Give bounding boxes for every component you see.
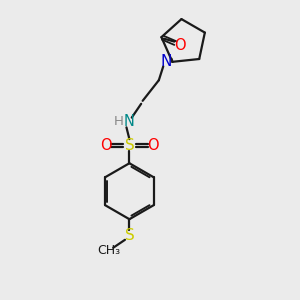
Text: N: N	[124, 114, 135, 129]
Text: O: O	[147, 138, 159, 153]
Text: CH₃: CH₃	[97, 244, 120, 257]
Text: O: O	[100, 138, 112, 153]
Text: S: S	[124, 228, 134, 243]
Text: H: H	[113, 115, 123, 128]
Text: N: N	[160, 54, 172, 69]
Text: O: O	[174, 38, 186, 53]
Text: S: S	[124, 138, 134, 153]
